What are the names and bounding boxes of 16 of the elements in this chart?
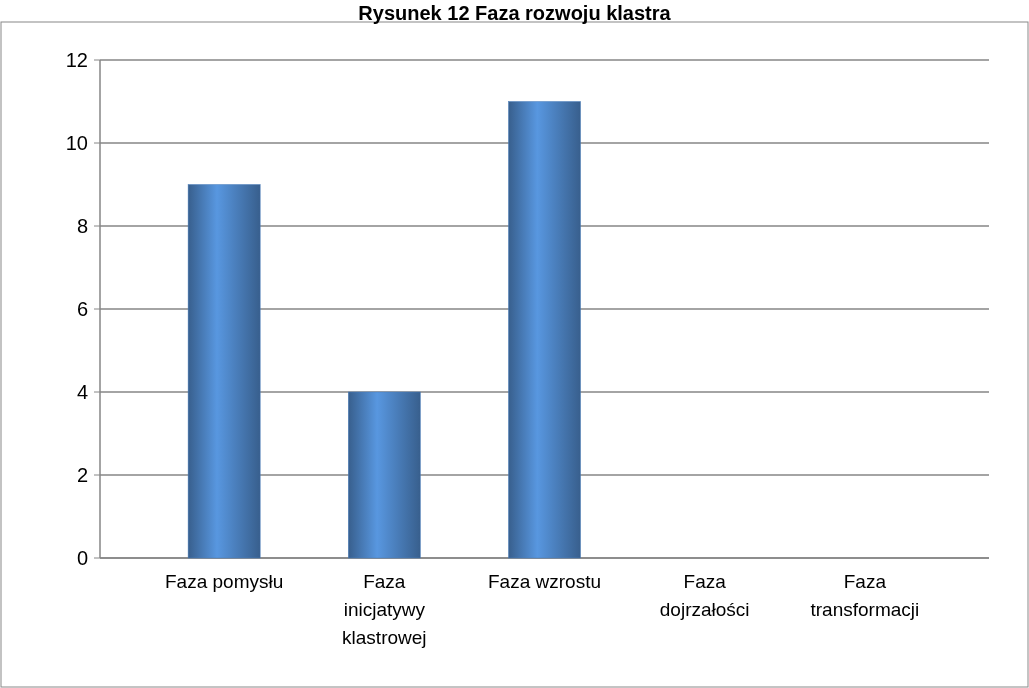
y-tick-label: 8 xyxy=(76,215,88,237)
x-tick-label: Faza inicjatywy klastrowej xyxy=(342,571,427,648)
y-tick-label: 6 xyxy=(76,298,88,320)
y-tick-label: 12 xyxy=(65,49,88,71)
y-tick-label: 4 xyxy=(76,381,88,403)
y-tick-label: 0 xyxy=(76,547,88,569)
chart-title: Rysunek 12 Faza rozwoju klastra xyxy=(358,2,672,24)
y-tick-label: 2 xyxy=(76,464,88,486)
y-tick-label: 10 xyxy=(65,132,88,154)
x-tick-label: Faza transformacji xyxy=(810,571,920,620)
bar xyxy=(187,184,261,559)
x-tick-label: Faza pomysłu xyxy=(165,571,284,592)
bar xyxy=(348,391,421,559)
bar xyxy=(508,101,581,559)
x-tick-label: Faza dojrzałości xyxy=(659,571,750,620)
x-tick-label: Faza wzrostu xyxy=(488,571,601,592)
